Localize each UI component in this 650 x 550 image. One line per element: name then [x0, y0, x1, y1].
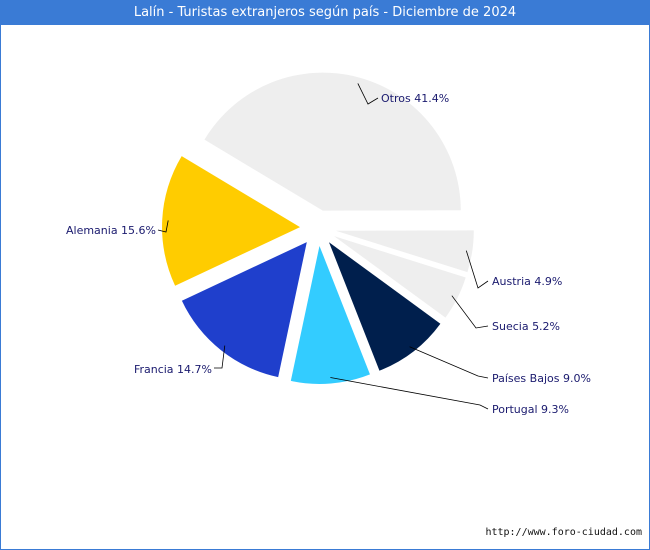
slice-label: Alemania 15.6%	[66, 224, 156, 237]
slice-label: Suecia 5.2%	[492, 320, 560, 333]
slice-label: Austria 4.9%	[492, 275, 562, 288]
leader-line	[357, 83, 379, 105]
pie-slice-austria	[335, 230, 474, 273]
pie-slice-portugal	[290, 245, 370, 384]
chart-title: Lalín - Turistas extranjeros según país …	[1, 1, 649, 25]
pie-slice-otros	[204, 72, 461, 211]
pie-slice-suecia	[334, 236, 466, 318]
leader-line	[465, 250, 489, 289]
pie-slice-francia	[181, 242, 307, 378]
slice-label: Portugal 9.3%	[492, 403, 569, 416]
pie-slice-alemania	[162, 156, 301, 286]
leader-line	[409, 346, 489, 379]
source-url: http://www.foro-ciudad.com	[485, 527, 642, 538]
leader-line	[330, 377, 489, 410]
slice-label: Francia 14.7%	[134, 363, 212, 376]
leader-line	[157, 220, 169, 233]
slice-label: Países Bajos 9.0%	[492, 372, 591, 385]
slice-label: Otros 41.4%	[381, 92, 449, 105]
leader-line	[214, 345, 226, 369]
leader-line	[451, 295, 489, 329]
pie-slice-paises-bajos	[328, 242, 441, 371]
